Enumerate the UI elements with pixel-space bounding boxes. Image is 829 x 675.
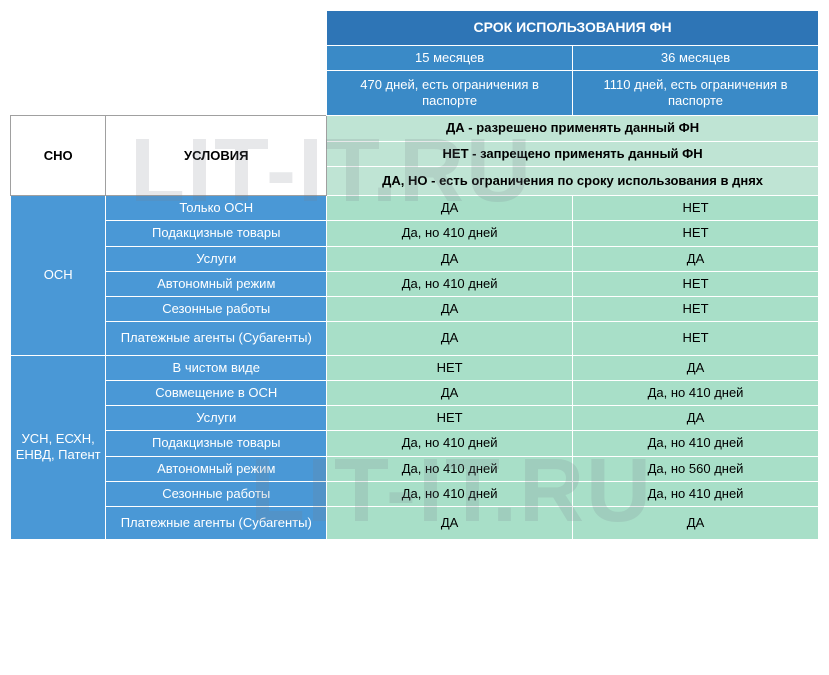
fn-usage-table: СРОК ИСПОЛЬЗОВАНИЯ ФН 15 месяцев 36 меся… [10,10,819,540]
data-cell: НЕТ [573,271,819,296]
table-row: УСН, ЕСХН, ЕНВД, Патент В чистом виде НЕ… [11,355,819,380]
legend-yes: ДА - разрешено применять данный ФН [327,116,819,141]
data-cell: Да, но 410 дней [327,271,573,296]
cond-cell: Платежные агенты (Субагенты) [106,507,327,540]
col-15-detail: 470 дней, есть ограничения в паспорте [327,70,573,116]
data-cell: Да, но 410 дней [573,380,819,405]
table-row: ОСН Только ОСН ДА НЕТ [11,196,819,221]
cond-cell: Только ОСН [106,196,327,221]
data-cell: НЕТ [573,221,819,246]
data-cell: ДА [573,507,819,540]
data-cell: Да, но 410 дней [573,481,819,506]
data-cell: ДА [327,507,573,540]
cond-cell: Услуги [106,406,327,431]
data-cell: НЕТ [327,355,573,380]
data-cell: Да, но 410 дней [327,456,573,481]
data-cell: ДА [327,196,573,221]
cond-cell: Подакцизные товары [106,221,327,246]
data-cell: ДА [573,246,819,271]
group-osn: ОСН [11,196,106,356]
data-cell: Да, но 560 дней [573,456,819,481]
table-row: Платежные агенты (Субагенты) ДА НЕТ [11,322,819,355]
data-cell: НЕТ [573,322,819,355]
cond-cell: Автономный режим [106,456,327,481]
table-row: Сезонные работы Да, но 410 дней Да, но 4… [11,481,819,506]
table-row: Услуги НЕТ ДА [11,406,819,431]
table-row: Автономный режим Да, но 410 дней НЕТ [11,271,819,296]
data-cell: НЕТ [327,406,573,431]
empty-r2 [11,45,327,70]
cond-cell: Сезонные работы [106,481,327,506]
group-usn: УСН, ЕСХН, ЕНВД, Патент [11,355,106,540]
data-cell: Да, но 410 дней [573,431,819,456]
sno-header: СНО [11,116,106,196]
col-36-months: 36 месяцев [573,45,819,70]
table-row: Подакцизные товары Да, но 410 дней Да, н… [11,431,819,456]
data-cell: ДА [327,322,573,355]
data-cell: НЕТ [573,297,819,322]
cond-cell: Услуги [106,246,327,271]
cond-cell: Подакцизные товары [106,431,327,456]
table-row: Подакцизные товары Да, но 410 дней НЕТ [11,221,819,246]
table-row: Платежные агенты (Субагенты) ДА ДА [11,507,819,540]
data-cell: Да, но 410 дней [327,431,573,456]
data-cell: ДА [573,406,819,431]
table-row: Сезонные работы ДА НЕТ [11,297,819,322]
cond-cell: Сезонные работы [106,297,327,322]
table-row: Услуги ДА ДА [11,246,819,271]
data-cell: НЕТ [573,196,819,221]
header-main: СРОК ИСПОЛЬЗОВАНИЯ ФН [327,11,819,46]
data-cell: Да, но 410 дней [327,481,573,506]
table-row: Автономный режим Да, но 410 дней Да, но … [11,456,819,481]
data-cell: ДА [573,355,819,380]
conditions-header: УСЛОВИЯ [106,116,327,196]
data-cell: ДА [327,380,573,405]
legend-no: НЕТ - запрещено применять данный ФН [327,141,819,166]
cond-cell: Совмещение в ОСН [106,380,327,405]
col-36-detail: 1110 дней, есть ограничения в паспорте [573,70,819,116]
table-row: Совмещение в ОСН ДА Да, но 410 дней [11,380,819,405]
cond-cell: В чистом виде [106,355,327,380]
data-cell: ДА [327,297,573,322]
legend-yes-but: ДА, НО - есть ограничения по сроку испол… [327,166,819,195]
col-15-months: 15 месяцев [327,45,573,70]
data-cell: Да, но 410 дней [327,221,573,246]
empty-r3 [11,70,327,116]
cond-cell: Автономный режим [106,271,327,296]
empty-top-left [11,11,327,46]
data-cell: ДА [327,246,573,271]
cond-cell: Платежные агенты (Субагенты) [106,322,327,355]
